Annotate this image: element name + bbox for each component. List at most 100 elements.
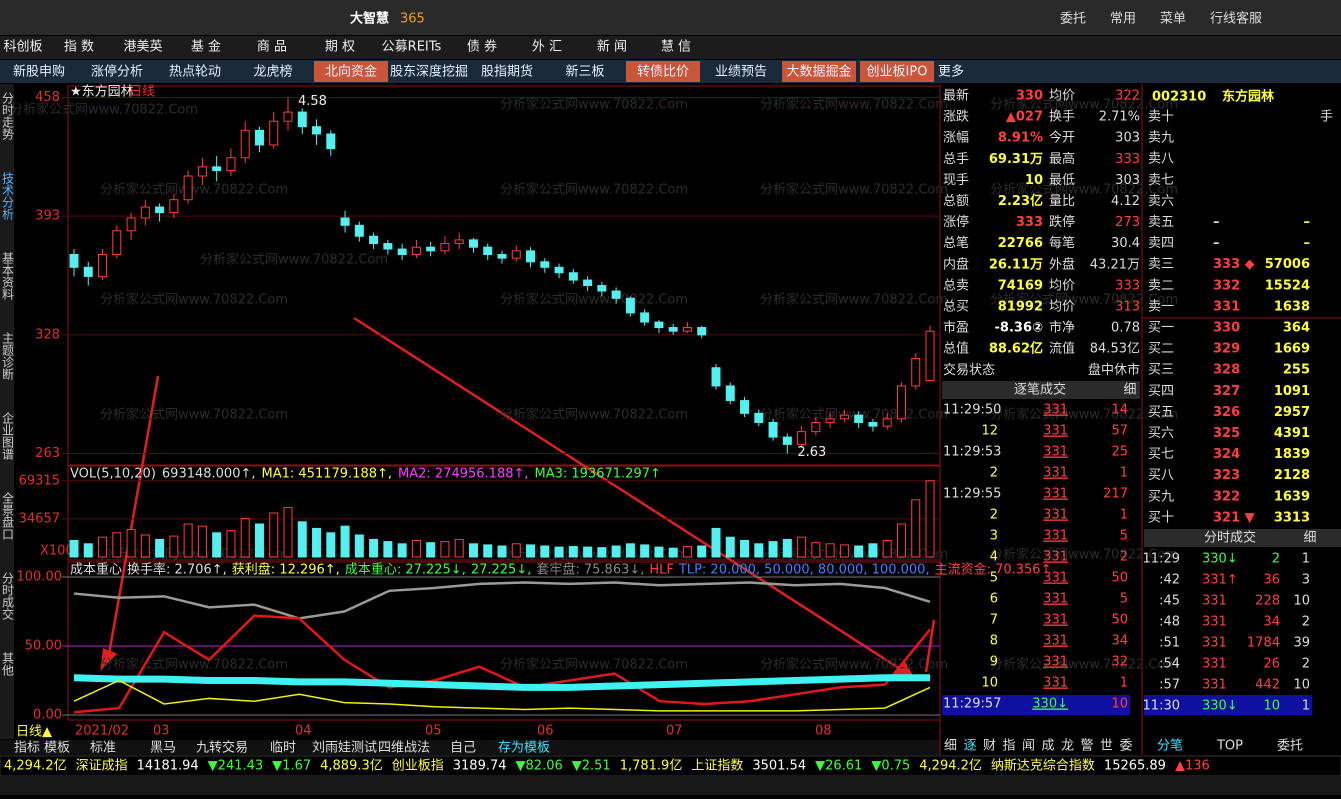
nav-tab[interactable]: 更多: [938, 64, 964, 80]
order-volume: 4391: [1274, 426, 1310, 441]
nav-tab[interactable]: 北向资金: [325, 64, 377, 80]
nav-tab[interactable]: 转债比价: [637, 65, 689, 80]
sidebar-tab[interactable]: 分时走势: [1, 92, 15, 140]
nav-tab[interactable]: 慧 信: [661, 39, 691, 55]
candle-body: [98, 254, 108, 277]
y-tick-label: 328: [35, 327, 60, 342]
watermark: 分析家公式网www.70822.Com: [100, 657, 288, 673]
trade-count: 10: [1293, 678, 1310, 693]
sidebar-tab[interactable]: 基本资料: [1, 252, 15, 300]
side-tab[interactable]: 龙: [1061, 739, 1074, 754]
indicator-line: [73, 614, 931, 714]
volume-bar: [597, 547, 607, 558]
panel-detail[interactable]: 细: [1123, 383, 1136, 398]
trade-count: 2: [1302, 615, 1310, 630]
sidebar-tab[interactable]: 全景盘口: [1, 491, 15, 540]
side-tab[interactable]: 财: [983, 739, 996, 754]
candle-body: [797, 431, 807, 445]
side-tab[interactable]: 逐: [964, 739, 977, 754]
nav-tab[interactable]: 港美英: [123, 40, 162, 55]
bottom-tab[interactable]: 四维战法: [378, 741, 430, 756]
trade-volume: 50: [1111, 613, 1128, 628]
volume-bar: [611, 545, 621, 558]
nav-tab[interactable]: 新股申购: [13, 64, 65, 80]
order-level: 买一: [1148, 321, 1174, 336]
x-tick-label: 05: [425, 724, 442, 739]
watermark: 分析家公式网www.70822.Com: [500, 657, 688, 673]
nav-tab[interactable]: 股指期货: [481, 64, 533, 80]
sidebar-tab[interactable]: 其他: [1, 652, 15, 676]
side-tab[interactable]: 委: [1120, 739, 1133, 754]
candle-body: [568, 272, 578, 281]
side-tab[interactable]: 警: [1081, 738, 1094, 754]
nav-tab[interactable]: 债 券: [467, 39, 497, 55]
watermark: 分析家公式网www.70822.Com: [500, 292, 688, 308]
panel-header: 分时成交: [1204, 530, 1256, 546]
nav-tab[interactable]: 涨停分析: [91, 64, 143, 80]
watermark: 分析家公式网www.70822.Com: [760, 182, 948, 198]
side-tab[interactable]: 细: [944, 739, 957, 754]
volume-bar: [326, 532, 336, 558]
side-tab[interactable]: 世: [1100, 739, 1113, 754]
nav-tab[interactable]: 科创板: [3, 40, 42, 55]
bottom-tab[interactable]: 指标: [14, 741, 40, 756]
menu-item[interactable]: 行线客服: [1210, 11, 1262, 27]
bottom-tab[interactable]: 存为模板: [498, 741, 550, 756]
nav-tab[interactable]: 期 权: [325, 39, 355, 55]
stock-name: 东方园林: [1222, 89, 1274, 105]
sidebar-tab[interactable]: 企业图谱: [1, 411, 15, 460]
bottom-tab[interactable]: 九转交易: [196, 740, 248, 756]
x-tick-label: 07: [666, 724, 683, 739]
panel-detail[interactable]: 细: [1303, 531, 1316, 546]
nav-tab[interactable]: 新 闻: [597, 39, 627, 55]
side-tab[interactable]: 成: [1042, 739, 1055, 754]
nav-tab[interactable]: 龙虎榜: [253, 64, 292, 80]
bottom-tab[interactable]: 日线▲: [16, 725, 52, 740]
menu-item[interactable]: 菜单: [1160, 12, 1186, 27]
nav-tab[interactable]: 基 金: [191, 39, 221, 55]
sidebar-tab[interactable]: 分时成交: [1, 572, 15, 621]
nav-tab[interactable]: 业绩预告: [715, 65, 767, 80]
watermark: 分析家公式网www.70822.Com: [560, 11, 748, 27]
quote-label: 均价: [1049, 278, 1075, 293]
volume-bar: [297, 521, 307, 558]
quote-value: ▲027: [1006, 110, 1043, 125]
nav-tab[interactable]: 新三板: [565, 64, 604, 80]
nav-tab[interactable]: 大数据掘金: [786, 64, 851, 80]
trades-header-bg: [942, 381, 1140, 399]
nav-tab[interactable]: 创业板IPO: [867, 65, 928, 80]
bottom-tab[interactable]: 自己: [450, 741, 476, 756]
bottom-tab[interactable]: 刘雨娃测试: [312, 741, 377, 756]
side-tab[interactable]: 闻: [1022, 739, 1035, 754]
trade-price: 331: [1043, 550, 1068, 565]
bottom-tab[interactable]: 标准: [90, 741, 116, 756]
menu-item[interactable]: 委托: [1060, 12, 1086, 27]
side-tab[interactable]: 分笔: [1157, 738, 1183, 754]
trade-count: 3: [1302, 573, 1310, 588]
bottom-tab[interactable]: 模板: [44, 741, 70, 756]
nav-tab[interactable]: 指 数: [64, 40, 94, 55]
sidebar-tab[interactable]: 技术分析: [1, 172, 15, 221]
volume-bar: [483, 544, 493, 558]
side-tab[interactable]: TOP: [1216, 739, 1243, 754]
nav-tab[interactable]: 热点轮动: [169, 65, 221, 80]
menu-item[interactable]: 常用: [1110, 12, 1136, 27]
nav-tab[interactable]: 商 品: [257, 40, 287, 55]
nav-tab[interactable]: 股东深度挖掘: [390, 64, 468, 80]
candle-body: [611, 290, 621, 299]
side-tab[interactable]: 指: [1003, 739, 1016, 754]
candle-body: [754, 412, 764, 423]
nav-tab[interactable]: 外 汇: [532, 40, 562, 55]
nav-tab[interactable]: 公募REITs: [382, 40, 442, 55]
quote-value: 30.4: [1111, 236, 1140, 251]
sidebar-tab[interactable]: 主题诊断: [1, 332, 15, 381]
candle-body: [155, 206, 165, 214]
ticker-item: 1,781.9亿: [620, 759, 683, 774]
bottom-tab[interactable]: 黑马: [150, 741, 176, 756]
quote-value: 2.23亿: [998, 193, 1043, 209]
volume-bar: [882, 540, 892, 558]
y-tick-label: 100.00: [17, 570, 63, 585]
bottom-tab[interactable]: 临时: [270, 741, 296, 756]
side-tab[interactable]: 委托: [1277, 739, 1303, 754]
volume-bar: [226, 530, 236, 558]
